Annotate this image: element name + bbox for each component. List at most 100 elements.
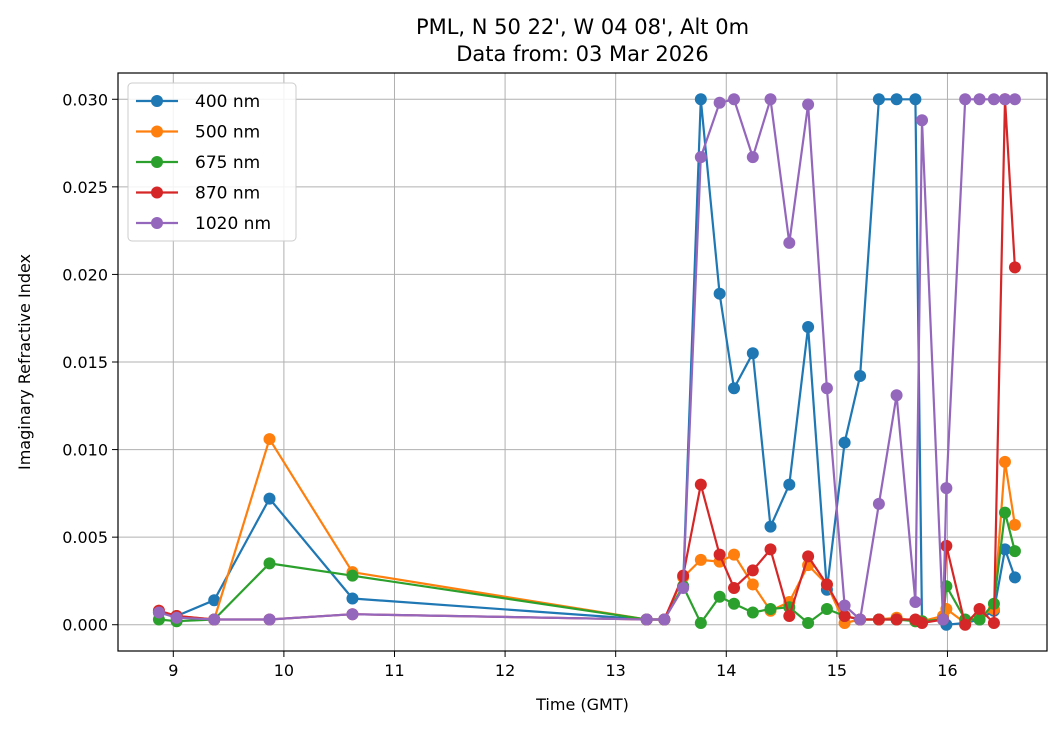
legend-item-675-nm: 675 nm (136, 153, 260, 173)
data-point (208, 594, 221, 607)
data-point (764, 543, 777, 556)
legend-marker (151, 186, 163, 199)
legend-item-1020-nm: 1020 nm (136, 214, 271, 234)
data-point (802, 550, 815, 563)
data-point (208, 613, 221, 626)
y-tick-label: 0.025 (62, 178, 108, 197)
data-point (694, 553, 707, 566)
legend-marker (151, 217, 163, 229)
data-point (694, 478, 707, 491)
y-tick-label: 0.015 (62, 353, 108, 372)
x-tick-label: 9 (168, 661, 178, 680)
data-point (854, 613, 867, 626)
series-500-nm (152, 433, 1021, 629)
data-point (263, 433, 276, 446)
data-point (1008, 518, 1021, 531)
data-point (838, 609, 851, 622)
data-point (728, 548, 741, 561)
data-point (872, 93, 885, 106)
x-axis-label: Time (GMT) (535, 695, 629, 714)
series-line-675-nm (158, 511, 1016, 625)
data-point (940, 539, 953, 552)
data-point (802, 616, 815, 629)
legend-frame (127, 82, 297, 242)
data-point (820, 602, 833, 615)
legend-marker (151, 156, 163, 168)
data-point (694, 93, 707, 106)
y-tick-label: 0.030 (62, 90, 108, 109)
data-point (728, 597, 741, 610)
data-point (746, 564, 759, 577)
legend-item-500-nm: 500 nm (136, 123, 260, 143)
data-point (987, 616, 1000, 629)
chart-title: PML, N 50 22', W 04 08', Alt 0m (416, 15, 749, 39)
data-point (998, 506, 1011, 519)
data-point (998, 93, 1011, 106)
y-axis-ticks: 0.000 0.005 0.010 0.015 0.020 0.025 0.030 (62, 90, 118, 635)
data-point (170, 611, 183, 624)
x-tick-label: 13 (605, 661, 625, 680)
data-point (346, 569, 359, 582)
data-point (802, 320, 815, 333)
series-layer (152, 93, 1021, 631)
legend: 400 nm 500 nm 675 nm 870 nm 1020 nm (127, 82, 297, 242)
data-point (916, 114, 929, 127)
data-point (1008, 93, 1021, 106)
data-point (764, 520, 777, 533)
data-point (940, 482, 953, 495)
data-point (820, 578, 833, 591)
data-point (1008, 571, 1021, 584)
legend-label: 675 nm (195, 153, 260, 173)
data-point (764, 93, 777, 106)
data-point (764, 602, 777, 615)
x-tick-label: 14 (716, 661, 736, 680)
grid-lines (118, 73, 1047, 651)
data-point (1008, 261, 1021, 274)
data-point (973, 613, 986, 626)
data-point (916, 616, 929, 629)
data-point (1008, 545, 1021, 558)
data-point (872, 613, 885, 626)
data-point (973, 602, 986, 615)
x-tick-label: 12 (495, 661, 515, 680)
data-point (909, 595, 922, 608)
y-tick-label: 0.020 (62, 265, 108, 284)
y-axis-label: Imaginary Refractive Index (15, 254, 34, 470)
data-point (802, 98, 815, 111)
legend-marker (151, 95, 163, 107)
data-point (263, 557, 276, 570)
data-point (973, 93, 986, 106)
data-point (783, 609, 796, 622)
y-tick-label: 0.010 (62, 441, 108, 460)
y-tick-label: 0.000 (62, 616, 108, 635)
data-point (640, 613, 653, 626)
data-point (746, 578, 759, 591)
data-point (987, 93, 1000, 106)
data-point (838, 599, 851, 612)
data-point (713, 96, 726, 109)
chart-subtitle: Data from: 03 Mar 2026 (456, 42, 709, 66)
data-point (694, 151, 707, 164)
data-point (152, 606, 165, 619)
legend-item-870-nm: 870 nm (136, 184, 260, 204)
data-point (263, 492, 276, 505)
data-point (713, 287, 726, 300)
data-point (658, 613, 671, 626)
data-point (854, 370, 867, 383)
data-point (820, 382, 833, 395)
data-point (890, 389, 903, 402)
legend-label: 500 nm (195, 123, 260, 143)
data-point (959, 618, 972, 631)
data-point (959, 93, 972, 106)
legend-marker (151, 125, 163, 138)
data-point (998, 455, 1011, 468)
x-tick-label: 11 (384, 661, 404, 680)
legend-item-400-nm: 400 nm (136, 92, 260, 112)
data-point (838, 436, 851, 449)
y-tick-label: 0.005 (62, 528, 108, 547)
data-point (728, 581, 741, 594)
data-point (746, 151, 759, 164)
legend-label: 870 nm (195, 184, 260, 204)
data-point (937, 613, 950, 626)
